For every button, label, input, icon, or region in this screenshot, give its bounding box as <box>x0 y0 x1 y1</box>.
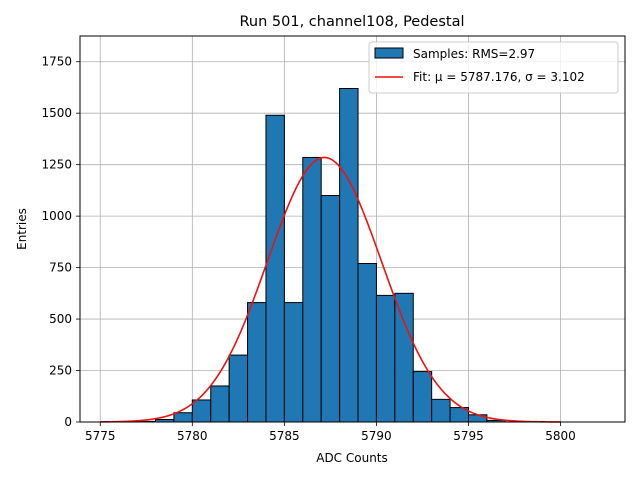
legend-swatch-samples <box>374 47 404 59</box>
x-tick-label: 5800 <box>545 429 576 443</box>
chart-title: Run 501, channel108, Pedestal <box>239 14 464 30</box>
histogram-bar <box>339 87 359 423</box>
x-tick-label: 5785 <box>269 429 300 443</box>
histogram-bar <box>302 156 322 423</box>
legend-box <box>368 41 619 94</box>
histogram-bar <box>283 302 304 423</box>
legend: Samples: RMS=2.97 Fit: μ = 5787.176, σ =… <box>368 41 619 94</box>
histogram-bar <box>228 354 249 423</box>
gaussian-fit-line <box>100 156 561 423</box>
histogram-bar <box>191 399 212 423</box>
x-tick-label: 5795 <box>453 429 484 443</box>
y-tick-label: 1000 <box>41 209 72 223</box>
x-axis-ticks: 5775 5780 5785 5790 5795 5800 <box>85 422 576 443</box>
x-tick-label: 5780 <box>177 429 208 443</box>
legend-label-samples: Samples: RMS=2.97 <box>413 47 535 61</box>
histogram-bar <box>431 398 451 423</box>
histogram-bar <box>173 412 193 423</box>
histogram-bars <box>136 87 506 423</box>
histogram-bar <box>210 385 230 423</box>
y-tick-label: 1250 <box>41 158 72 172</box>
histogram-bar <box>357 262 377 423</box>
y-tick-label: 1500 <box>41 106 72 120</box>
y-tick-label: 750 <box>49 261 72 275</box>
y-tick-label: 1750 <box>41 55 72 69</box>
histogram-bar <box>265 114 285 423</box>
x-tick-label: 5775 <box>85 429 116 443</box>
x-axis-label: ADC Counts <box>316 451 388 465</box>
histogram-bar <box>320 195 341 423</box>
y-axis-ticks: 0 250 500 750 1000 1250 1500 1750 <box>41 55 80 429</box>
histogram-bar <box>394 292 414 423</box>
y-axis-label: Entries <box>15 208 29 250</box>
y-tick-label: 0 <box>64 415 72 429</box>
legend-label-fit: Fit: μ = 5787.176, σ = 3.102 <box>413 70 585 84</box>
y-tick-label: 500 <box>49 312 72 326</box>
histogram-bar <box>375 294 396 423</box>
plot-frame <box>79 35 626 423</box>
histogram-bar <box>247 302 267 423</box>
histogram-bar <box>412 371 433 423</box>
x-tick-label: 5790 <box>361 429 392 443</box>
y-tick-label: 250 <box>49 364 72 378</box>
